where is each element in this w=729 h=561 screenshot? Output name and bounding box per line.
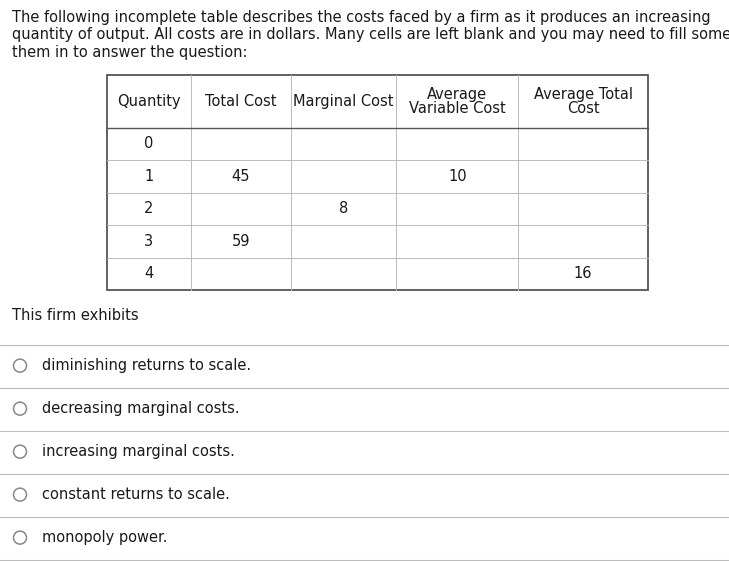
- Text: 45: 45: [232, 169, 250, 184]
- Circle shape: [14, 488, 26, 501]
- Text: Marginal Cost: Marginal Cost: [294, 94, 394, 109]
- Text: 3: 3: [144, 234, 154, 249]
- Text: Average: Average: [427, 87, 488, 102]
- Text: Quantity: Quantity: [117, 94, 181, 109]
- Text: Total Cost: Total Cost: [205, 94, 276, 109]
- Text: The following incomplete table describes the costs faced by a firm as it produce: The following incomplete table describes…: [12, 10, 711, 25]
- Text: 0: 0: [144, 136, 154, 151]
- Circle shape: [14, 359, 26, 372]
- Circle shape: [14, 531, 26, 544]
- Bar: [107, 75, 648, 290]
- Text: constant returns to scale.: constant returns to scale.: [42, 487, 230, 502]
- Text: This firm exhibits: This firm exhibits: [12, 308, 139, 323]
- Text: 1: 1: [144, 169, 154, 184]
- Text: Average Total: Average Total: [534, 87, 633, 102]
- Circle shape: [14, 402, 26, 415]
- Text: 4: 4: [144, 266, 154, 281]
- Text: 2: 2: [144, 201, 154, 217]
- Text: Variable Cost: Variable Cost: [409, 101, 506, 116]
- Text: 59: 59: [232, 234, 250, 249]
- Text: monopoly power.: monopoly power.: [42, 530, 168, 545]
- Text: diminishing returns to scale.: diminishing returns to scale.: [42, 358, 251, 373]
- Circle shape: [14, 445, 26, 458]
- Text: 10: 10: [448, 169, 467, 184]
- Text: 16: 16: [574, 266, 593, 281]
- Text: 8: 8: [339, 201, 348, 217]
- Text: quantity of output. All costs are in dollars. Many cells are left blank and you : quantity of output. All costs are in dol…: [12, 27, 729, 43]
- Text: increasing marginal costs.: increasing marginal costs.: [42, 444, 235, 459]
- Text: decreasing marginal costs.: decreasing marginal costs.: [42, 401, 240, 416]
- Text: Cost: Cost: [566, 101, 599, 116]
- Text: them in to answer the question:: them in to answer the question:: [12, 45, 248, 60]
